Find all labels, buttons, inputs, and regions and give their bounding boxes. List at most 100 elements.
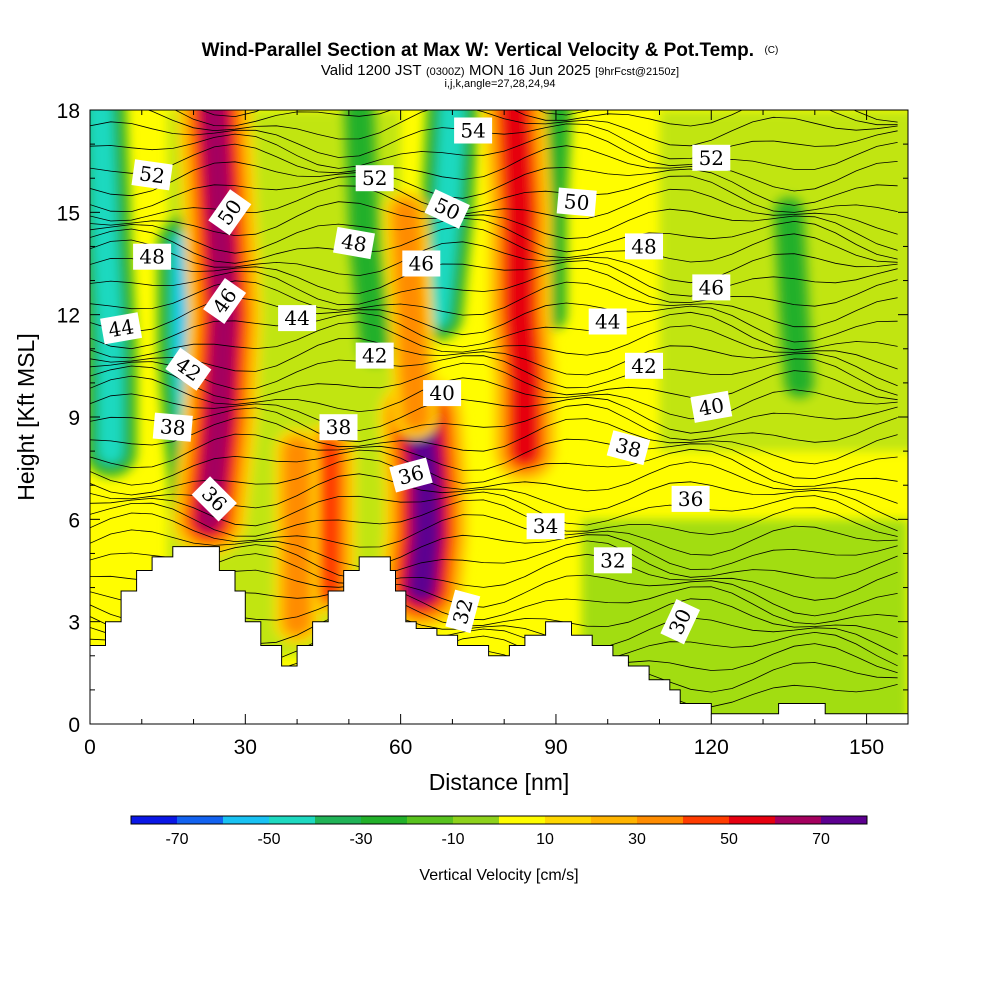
colorbar-label: Vertical Velocity [cm/s] [419,867,578,884]
theta-label-text-11: 48 [339,229,368,257]
theta-label-text-19: 50 [563,189,590,215]
theta-label-text-14: 40 [429,381,454,405]
y-tick-label-6: 18 [57,100,80,123]
theta-line-29 [90,267,898,307]
theta-label-box-0 [131,159,173,191]
theta-label-box-19 [556,187,597,217]
theta-line-30 [90,257,898,297]
colorbar-swatch-7 [453,816,500,824]
theta-label-box-17 [454,117,493,144]
plot-area [90,110,908,724]
theta-line-8 [90,553,898,601]
y-tick-label-5: 15 [57,202,80,225]
x-tick-label-0: 0 [84,736,96,759]
theta-label-8: 44 [278,305,317,332]
theta-label-box-15 [389,457,433,493]
theta-label-box-30 [660,598,701,645]
colorbar-frame [130,815,868,825]
theta-label-box-3 [203,277,247,325]
theta-label-text-0: 52 [138,161,167,188]
theta-line-23 [90,355,898,396]
x-tick-label-2: 60 [389,736,412,759]
theta-line-24 [90,337,898,387]
theta-line-39 [90,130,898,170]
x-tick-label-5: 150 [849,736,884,759]
x-tick-label-1: 30 [234,736,257,759]
theta-line-36 [90,175,898,213]
theta-label-text-22: 42 [631,354,656,378]
theta-label-box-23 [606,430,651,466]
theta-line-12 [90,499,898,537]
colorbar: -70 -50 -30 -10 10 30 50 70 [130,815,868,848]
x-tick-label-4: 120 [694,736,729,759]
theta-line-31 [90,239,898,284]
theta-label-text-25: 32 [600,548,625,572]
theta-line-32 [90,225,898,264]
theta-label-23: 38 [606,430,651,466]
theta-label-text-17: 54 [460,119,485,143]
theta-line-19 [90,403,898,443]
theta-line-9 [90,540,898,580]
theta-label-box-18 [424,189,470,229]
theta-label-text-2: 48 [139,245,164,269]
colorbar-swatch-15 [821,816,868,824]
downdraft-band-5-1 [776,200,812,395]
chart-indices: i,j,k,angle=27,28,24,94 [444,78,555,90]
theta-label-box-14 [423,380,462,407]
theta-label-box-16 [445,589,481,634]
x-axis-label: Distance [nm] [429,769,570,795]
chart-title: Wind-Parallel Section at Max W: Vertical… [202,40,779,61]
theta-label-text-29: 36 [678,487,703,511]
theta-line-11 [90,512,898,556]
theta-label-box-25 [593,547,632,574]
theta-label-text-27: 46 [699,275,724,299]
colorbar-tick-label-4: 10 [536,831,554,848]
theta-label-box-8 [278,305,317,332]
colorbar-tick-label-0: -70 [165,831,188,848]
y-axis-label: Height [Kft MSL] [13,333,39,500]
theta-line-41 [146,110,898,147]
theta-label-box-26 [692,144,731,171]
downdraft-band-0-3 [90,110,123,464]
theta-label-box-21 [588,308,627,335]
theta-line-34 [90,201,898,251]
theta-line-38 [90,143,898,192]
colorbar-tick-label-7: 70 [812,831,830,848]
theta-label-4: 44 [100,312,143,345]
theta-label-25: 32 [593,547,632,574]
theta-label-box-11 [333,226,375,260]
theta-label-box-10 [355,165,394,192]
theta-label-box-6 [152,412,193,442]
theta-line-33 [90,217,898,260]
theta-line-40 [90,121,898,160]
colorbar-swatch-1 [177,816,224,824]
updraft-band-2-6 [409,405,439,600]
y-tick-label-2: 6 [68,509,80,532]
theta-label-11: 48 [333,226,375,260]
colorbar-swatch-4 [315,816,362,824]
colorbar-tick-label-2: -30 [349,831,372,848]
theta-line-21 [90,375,898,420]
theta-label-box-29 [671,485,710,512]
colorbar-swatch-13 [729,816,776,824]
y-tick-label-1: 3 [68,612,80,635]
theta-label-13: 46 [402,250,441,277]
theta-label-text-4: 44 [106,314,135,342]
theta-line-22 [90,362,898,401]
theta-line-25 [90,321,898,370]
colorbar-swatch-3 [269,816,316,824]
theta-label-9: 38 [319,414,358,441]
theta-label-12: 42 [355,342,394,369]
theta-label-text-20: 48 [631,234,656,258]
colorbar-swatch-0 [131,816,178,824]
theta-label-text-9: 38 [326,415,351,439]
theta-line-17 [90,433,898,480]
theta-label-6: 38 [152,412,193,442]
theta-label-16: 32 [445,589,481,634]
theta-label-21: 44 [588,308,627,335]
theta-label-text-6: 38 [159,414,186,440]
colorbar-tick-label-5: 30 [628,831,646,848]
theta-line-10 [90,529,898,570]
